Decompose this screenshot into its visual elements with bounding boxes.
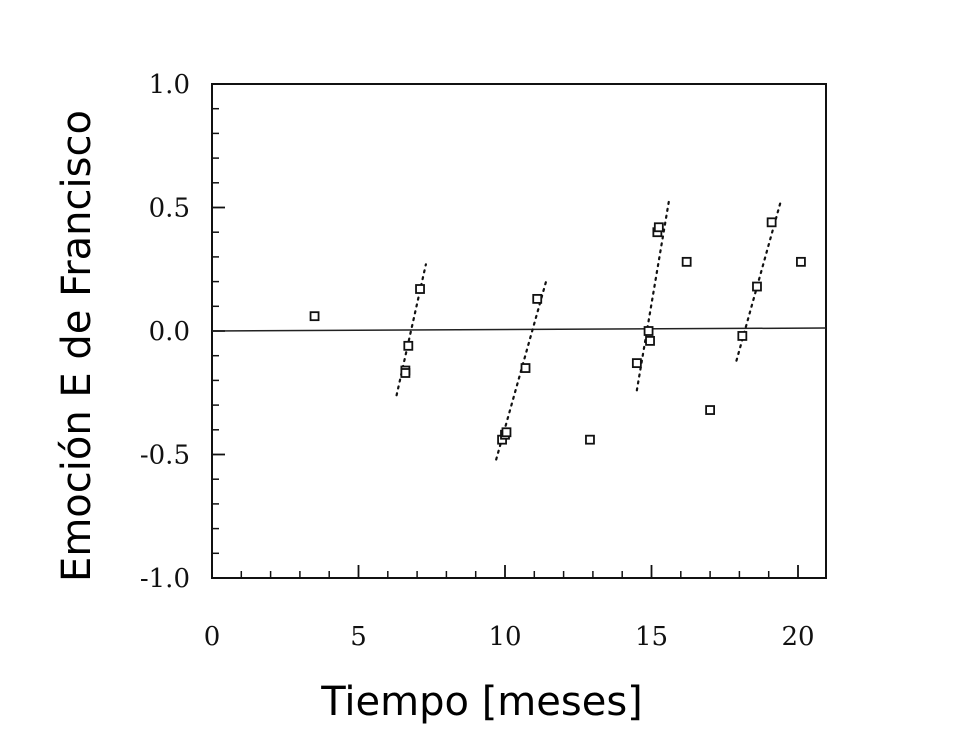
zero-reference-line (211, 327, 827, 332)
data-point (737, 331, 748, 341)
x-axis-title: Tiempo [meses] (320, 679, 643, 725)
x-tick-label: 20 (781, 622, 814, 652)
data-point (752, 281, 762, 292)
data-point (400, 368, 411, 378)
data-point (653, 222, 664, 233)
y-tick-label: 1.0 (149, 70, 190, 100)
data-point (681, 256, 692, 267)
data-point (520, 363, 531, 373)
data-point (309, 311, 320, 322)
y-tick-labels: 1.0 0.5 0.0 -0.5 -1.0 (140, 70, 190, 594)
x-tick-label: 5 (350, 622, 367, 652)
data-point (532, 293, 543, 304)
y-tick-label: 0.5 (149, 194, 190, 224)
data-point (631, 358, 642, 369)
data-point (705, 405, 715, 415)
data-point (403, 340, 414, 351)
data-point (585, 434, 595, 445)
y-tick-label: -1.0 (140, 564, 190, 594)
data-point (501, 427, 512, 438)
x-tick-label: 10 (488, 622, 521, 652)
data-point (643, 326, 654, 336)
reference-lines (211, 327, 827, 332)
data-point (796, 256, 806, 267)
x-tick-labels: 0 5 10 15 20 (204, 622, 815, 652)
x-tick-label: 0 (204, 622, 221, 652)
y-tick-label: -0.5 (140, 441, 190, 471)
data-point (415, 284, 425, 294)
y-axis-title: Emoción E de Francisco (54, 110, 100, 582)
y-tick-label: 0.0 (149, 317, 190, 347)
x-tick-label: 15 (635, 622, 668, 652)
minor-ticks (212, 107, 770, 578)
data-point (766, 217, 777, 228)
data-point (645, 335, 655, 346)
data-points (309, 217, 806, 445)
